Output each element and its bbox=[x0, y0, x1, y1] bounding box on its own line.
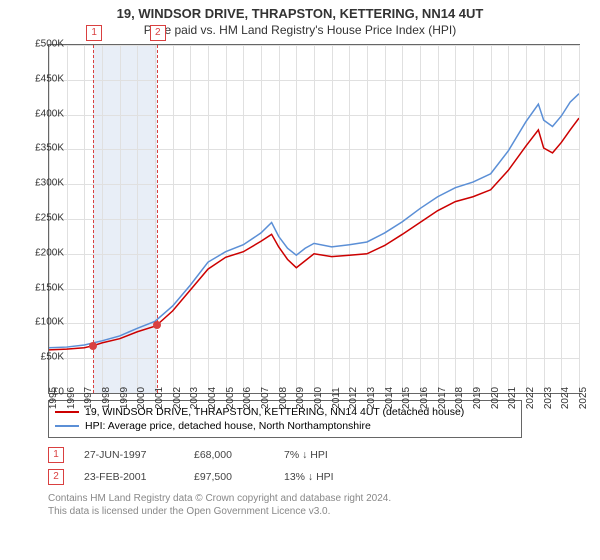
legend-swatch bbox=[55, 425, 79, 427]
x-axis-label: 1998 bbox=[101, 387, 112, 409]
legend-swatch bbox=[55, 411, 79, 413]
y-axis-label: £350K bbox=[14, 143, 64, 154]
marker-line bbox=[157, 45, 158, 393]
tx-price: £68,000 bbox=[194, 449, 264, 461]
x-axis-label: 2006 bbox=[242, 387, 253, 409]
tx-marker: 1 bbox=[48, 447, 64, 463]
marker-dot bbox=[153, 321, 161, 329]
transaction-row: 2 23-FEB-2001 £97,500 13% ↓ HPI bbox=[48, 466, 364, 488]
footer-line1: Contains HM Land Registry data © Crown c… bbox=[48, 492, 391, 505]
y-axis-label: £450K bbox=[14, 73, 64, 84]
x-axis-label: 2002 bbox=[172, 387, 183, 409]
chart-lines bbox=[49, 45, 579, 393]
x-axis-label: 2015 bbox=[401, 387, 412, 409]
tx-date: 23-FEB-2001 bbox=[84, 471, 174, 483]
x-axis-label: 2024 bbox=[560, 387, 571, 409]
x-axis-label: 2008 bbox=[278, 387, 289, 409]
x-axis-label: 2019 bbox=[472, 387, 483, 409]
footer: Contains HM Land Registry data © Crown c… bbox=[48, 492, 391, 518]
x-axis-label: 2003 bbox=[189, 387, 200, 409]
tx-marker: 2 bbox=[48, 469, 64, 485]
x-axis-label: 2022 bbox=[525, 387, 536, 409]
footer-line2: This data is licensed under the Open Gov… bbox=[48, 505, 391, 518]
x-axis-label: 2017 bbox=[437, 387, 448, 409]
x-axis-label: 2001 bbox=[154, 387, 165, 409]
x-axis-label: 2016 bbox=[419, 387, 430, 409]
x-axis-label: 2011 bbox=[331, 387, 342, 409]
transaction-row: 1 27-JUN-1997 £68,000 7% ↓ HPI bbox=[48, 444, 364, 466]
x-axis-label: 2004 bbox=[207, 387, 218, 409]
x-axis-label: 2020 bbox=[490, 387, 501, 409]
transaction-table: 1 27-JUN-1997 £68,000 7% ↓ HPI 2 23-FEB-… bbox=[48, 444, 364, 488]
x-axis-label: 1999 bbox=[119, 387, 130, 409]
marker-box: 2 bbox=[150, 25, 166, 41]
series-line-hpi bbox=[49, 94, 579, 348]
marker-box: 1 bbox=[86, 25, 102, 41]
y-axis-label: £100K bbox=[14, 317, 64, 328]
y-axis-label: £250K bbox=[14, 213, 64, 224]
y-axis-label: £150K bbox=[14, 282, 64, 293]
marker-dot bbox=[89, 342, 97, 350]
y-axis-label: £50K bbox=[14, 352, 64, 363]
x-axis-label: 1997 bbox=[83, 387, 94, 409]
tx-hpi: 7% ↓ HPI bbox=[284, 449, 364, 461]
x-axis-label: 2000 bbox=[136, 387, 147, 409]
gridline bbox=[579, 45, 580, 393]
tx-date: 27-JUN-1997 bbox=[84, 449, 174, 461]
y-axis-label: £500K bbox=[14, 39, 64, 50]
x-axis-label: 2012 bbox=[348, 387, 359, 409]
y-axis-label: £400K bbox=[14, 108, 64, 119]
chart-plot-area: 12 bbox=[48, 44, 580, 394]
y-axis-label: £300K bbox=[14, 178, 64, 189]
tx-price: £97,500 bbox=[194, 471, 264, 483]
x-axis-label: 2018 bbox=[454, 387, 465, 409]
x-axis-label: 2021 bbox=[507, 387, 518, 409]
x-axis-label: 2007 bbox=[260, 387, 271, 409]
x-axis-label: 2023 bbox=[543, 387, 554, 409]
x-axis-label: 2005 bbox=[225, 387, 236, 409]
y-axis-label: £200K bbox=[14, 247, 64, 258]
x-axis-label: 1995 bbox=[48, 387, 59, 409]
x-axis-label: 2025 bbox=[578, 387, 589, 409]
chart-title: 19, WINDSOR DRIVE, THRAPSTON, KETTERING,… bbox=[0, 0, 600, 21]
legend-label: HPI: Average price, detached house, Nort… bbox=[85, 420, 371, 432]
tx-hpi: 13% ↓ HPI bbox=[284, 471, 364, 483]
x-axis-label: 1996 bbox=[66, 387, 77, 409]
x-axis-label: 2014 bbox=[384, 387, 395, 409]
legend-item: HPI: Average price, detached house, Nort… bbox=[55, 419, 515, 433]
x-axis-label: 2013 bbox=[366, 387, 377, 409]
x-axis-label: 2009 bbox=[295, 387, 306, 409]
x-axis-label: 2010 bbox=[313, 387, 324, 409]
series-line-price_paid bbox=[49, 118, 579, 350]
